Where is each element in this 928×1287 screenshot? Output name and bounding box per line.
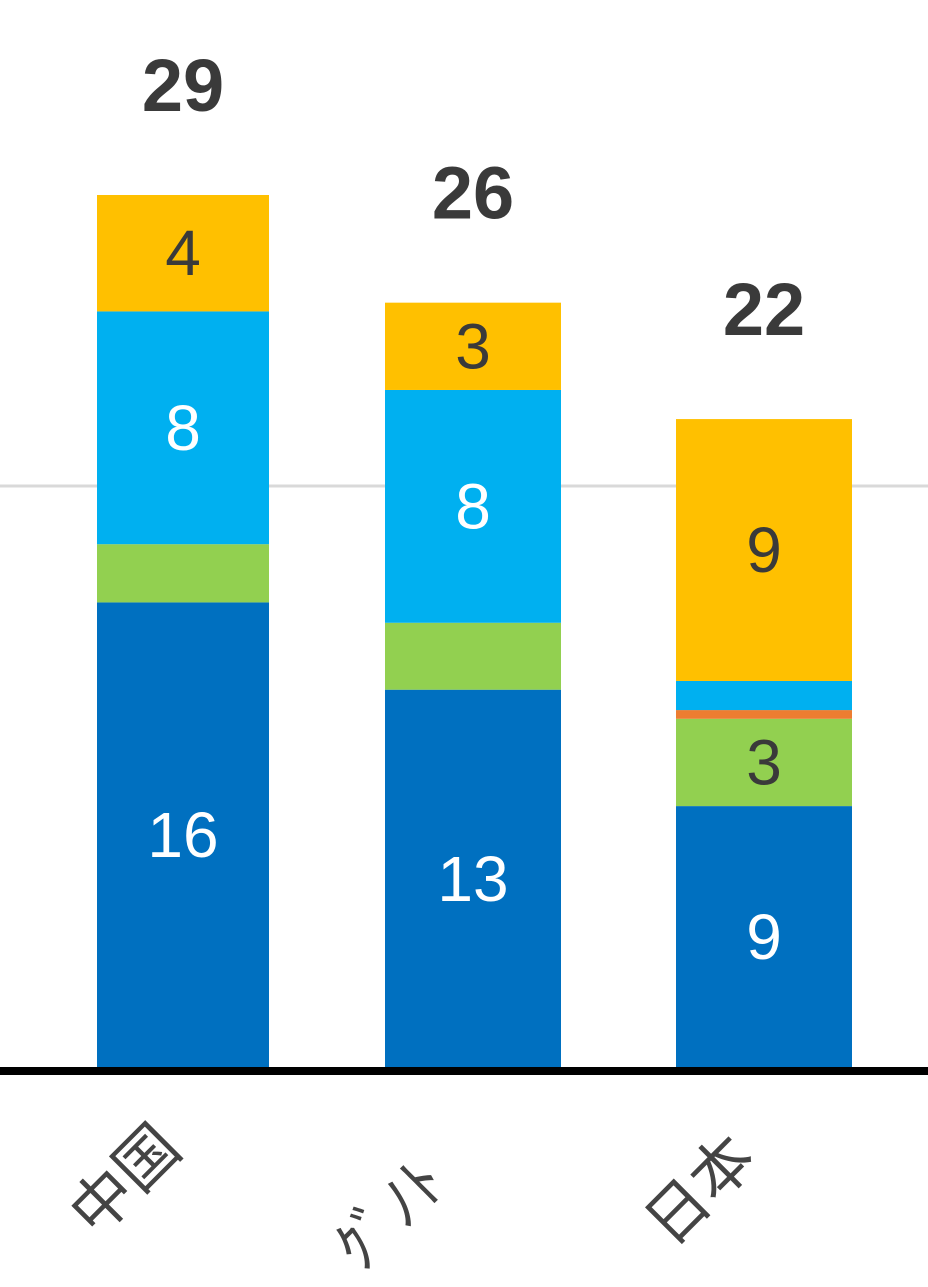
segment-label-2-4: 9 [746, 514, 782, 586]
total-label-2: 22 [723, 268, 805, 351]
segment-label-1-0: 13 [437, 843, 508, 915]
bar-segment-2-4 [676, 419, 852, 681]
bar-segment-2-2 [676, 710, 852, 719]
total-labels: 29 26 22 [142, 44, 805, 351]
bar-segment-1-3 [385, 389, 561, 623]
segment-labels: 16 8 4 13 8 3 9 3 9 [147, 217, 781, 973]
bar-segment-2-3 [676, 680, 852, 711]
segment-label-0-0: 16 [147, 799, 218, 871]
total-label-0: 29 [142, 44, 224, 127]
bar-segment-2-1 [676, 718, 852, 807]
bar-segment-1-1 [385, 622, 561, 690]
bar-segment-1-0 [385, 689, 561, 1068]
segment-label-2-1: 3 [746, 726, 782, 798]
category-label-1: ｸﾞﾉﾄ [320, 1145, 459, 1284]
bar-segment-0-1 [97, 544, 269, 603]
segment-label-0-4: 4 [165, 217, 201, 289]
bar-segment-0-4 [97, 195, 269, 312]
category-label-0: 中国 [55, 1110, 194, 1249]
bar-segment-2-0 [676, 806, 852, 1068]
bar-segment-0-3 [97, 311, 269, 545]
segment-label-1-3: 8 [455, 470, 491, 542]
bars [97, 195, 852, 1068]
segment-label-0-3: 8 [165, 392, 201, 464]
bar-segment-1-4 [385, 302, 561, 390]
category-labels: 中国 ｸﾞﾉﾄ 日本 [55, 1110, 769, 1284]
category-label-2: 日本 [630, 1120, 769, 1259]
bar-segment-0-0 [97, 602, 269, 1068]
segment-label-1-4: 3 [455, 310, 491, 382]
total-label-1: 26 [432, 152, 514, 235]
segment-label-2-0: 9 [746, 901, 782, 973]
